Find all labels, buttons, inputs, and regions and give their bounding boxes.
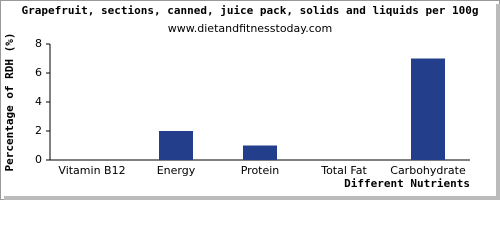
x-tick-label: Vitamin B12 <box>58 164 125 177</box>
x-tick-label: Total Fat <box>320 164 367 177</box>
chart-title: Grapefruit, sections, canned, juice pack… <box>22 4 479 17</box>
y-axis-label: Percentage of RDH (%) <box>3 32 16 171</box>
frame-shadow <box>496 4 500 200</box>
y-tick-label: 2 <box>35 124 42 137</box>
y-tick-label: 6 <box>35 66 42 79</box>
chart: Grapefruit, sections, canned, juice pack… <box>0 0 500 200</box>
y-tick-label: 8 <box>35 37 42 50</box>
y-tick-label: 4 <box>35 95 42 108</box>
bar <box>243 145 277 160</box>
frame-shadow <box>4 196 500 200</box>
y-tick-label: 0 <box>35 153 42 166</box>
bar <box>159 131 193 160</box>
x-tick-label: Energy <box>157 164 196 177</box>
chart-subtitle: www.dietandfitnesstoday.com <box>168 22 332 35</box>
x-tick-label: Carbohydrate <box>390 164 466 177</box>
x-axis-label: Different Nutrients <box>344 177 470 190</box>
x-tick-label: Protein <box>241 164 280 177</box>
bar <box>411 58 445 160</box>
